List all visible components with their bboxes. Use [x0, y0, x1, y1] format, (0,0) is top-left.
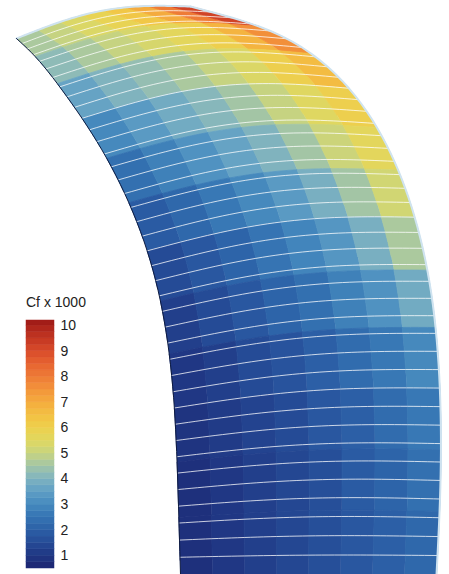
svg-text:5: 5: [61, 445, 69, 461]
svg-text:3: 3: [61, 496, 69, 512]
svg-text:9: 9: [61, 343, 69, 359]
svg-text:8: 8: [61, 368, 69, 384]
svg-text:10: 10: [61, 317, 77, 333]
svg-text:1: 1: [61, 547, 69, 563]
svg-text:6: 6: [61, 419, 69, 435]
svg-text:4: 4: [61, 470, 69, 486]
svg-text:7: 7: [61, 394, 69, 410]
html-text:Cf x 1000: Cf x 1000: [26, 294, 86, 310]
svg-text:2: 2: [61, 522, 69, 538]
